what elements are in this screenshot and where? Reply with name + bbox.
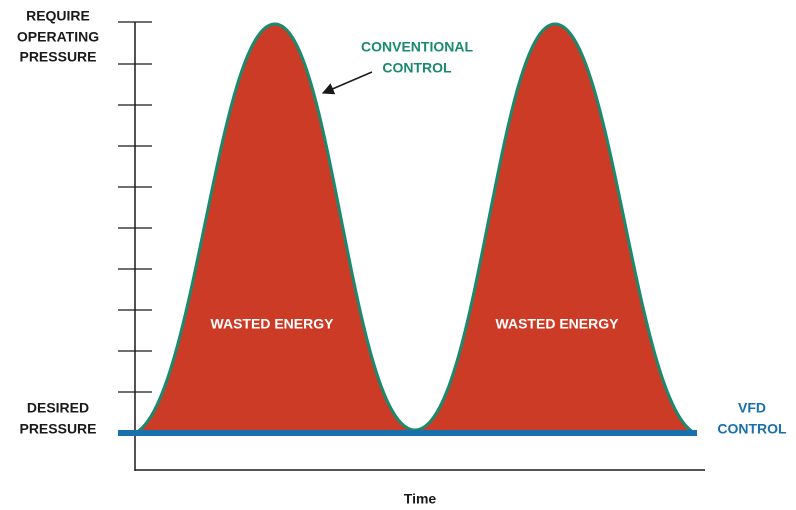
x-axis-label: Time: [404, 491, 437, 507]
arrow: [321, 71, 373, 95]
curve-label: CONVENTIONAL: [361, 39, 473, 55]
wasted-energy-area: [134, 22, 696, 435]
area-label: WASTED ENERGY: [211, 316, 335, 332]
y-top-label: PRESSURE: [19, 49, 96, 65]
y-bottom-label: PRESSURE: [19, 421, 96, 437]
baseline-label: CONTROL: [717, 421, 787, 437]
curve-label: CONTROL: [382, 60, 452, 76]
baseline-label: VFD: [738, 400, 766, 416]
y-top-label: REQUIRE: [26, 8, 90, 24]
y-top-label: OPERATING: [17, 29, 99, 45]
y-bottom-label: DESIRED: [27, 400, 89, 416]
area-label: WASTED ENERGY: [496, 316, 620, 332]
